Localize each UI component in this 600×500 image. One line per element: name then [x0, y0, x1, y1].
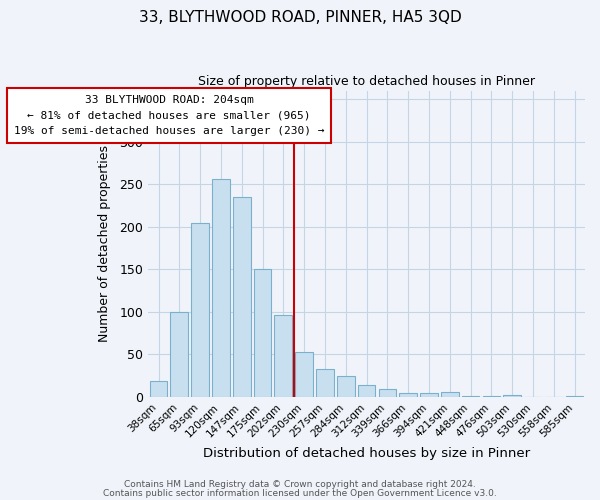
- Bar: [358, 385, 376, 397]
- Text: Contains public sector information licensed under the Open Government Licence v3: Contains public sector information licen…: [103, 488, 497, 498]
- Text: 33 BLYTHWOOD ROAD: 204sqm
← 81% of detached houses are smaller (965)
19% of semi: 33 BLYTHWOOD ROAD: 204sqm ← 81% of detac…: [14, 95, 324, 136]
- Bar: [337, 376, 355, 397]
- Bar: [462, 396, 479, 397]
- Bar: [191, 224, 209, 397]
- Bar: [316, 369, 334, 397]
- Bar: [482, 396, 500, 397]
- Title: Size of property relative to detached houses in Pinner: Size of property relative to detached ho…: [198, 75, 535, 88]
- Bar: [233, 197, 251, 397]
- Bar: [295, 352, 313, 397]
- Bar: [400, 392, 417, 397]
- Y-axis label: Number of detached properties: Number of detached properties: [98, 146, 111, 342]
- Text: Contains HM Land Registry data © Crown copyright and database right 2024.: Contains HM Land Registry data © Crown c…: [124, 480, 476, 489]
- Bar: [441, 392, 458, 397]
- X-axis label: Distribution of detached houses by size in Pinner: Distribution of detached houses by size …: [203, 447, 530, 460]
- Bar: [566, 396, 583, 397]
- Bar: [420, 392, 438, 397]
- Bar: [254, 270, 271, 397]
- Bar: [212, 179, 230, 397]
- Bar: [149, 381, 167, 397]
- Bar: [503, 395, 521, 397]
- Bar: [379, 390, 396, 397]
- Bar: [170, 312, 188, 397]
- Bar: [274, 315, 292, 397]
- Text: 33, BLYTHWOOD ROAD, PINNER, HA5 3QD: 33, BLYTHWOOD ROAD, PINNER, HA5 3QD: [139, 10, 461, 25]
